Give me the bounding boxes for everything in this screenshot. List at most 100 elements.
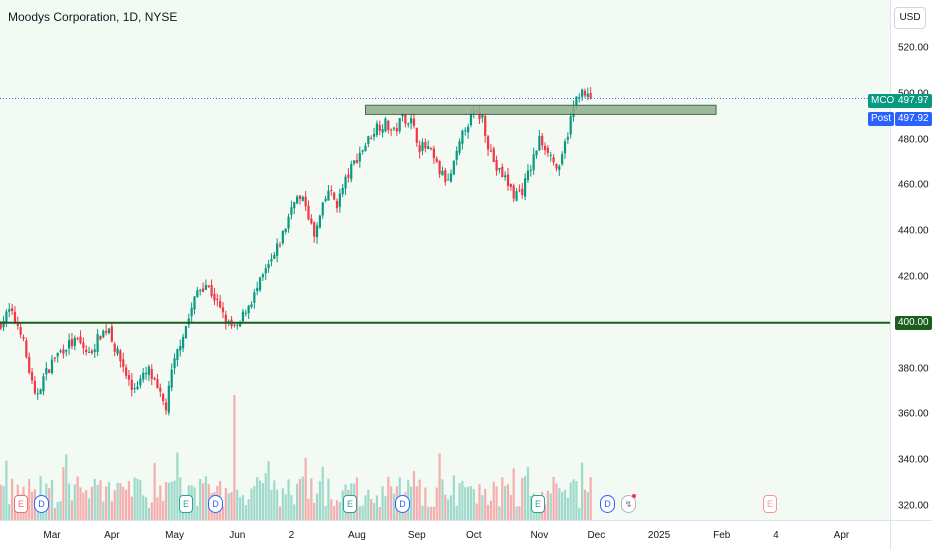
candle-body — [182, 336, 185, 349]
candle-body — [164, 402, 168, 411]
volume-bar — [569, 482, 572, 520]
candle-body — [324, 198, 327, 202]
candle-body — [56, 352, 59, 357]
volume-bar — [509, 494, 512, 520]
candle-body — [196, 290, 199, 298]
candle-body — [281, 230, 284, 244]
x-tick-label: 2 — [288, 530, 295, 541]
candle-body — [256, 287, 259, 292]
candle-body — [48, 369, 51, 374]
volume-bar — [142, 495, 145, 520]
volume-bar — [139, 480, 142, 520]
candle-body — [387, 120, 390, 131]
candle-body — [575, 96, 578, 105]
volume-bar — [492, 481, 495, 520]
volume-bar — [224, 487, 227, 520]
volume-bar — [247, 499, 250, 520]
candle-body — [96, 334, 99, 352]
candle-body — [267, 264, 270, 269]
volume-bar — [575, 481, 578, 520]
candle-body — [358, 152, 361, 162]
volume-bar — [449, 495, 453, 520]
candle-body — [375, 123, 378, 136]
volume-bar — [122, 486, 125, 520]
candle-body — [395, 128, 398, 132]
volume-bar — [230, 492, 233, 520]
candle-body — [201, 288, 205, 292]
candle-body — [526, 170, 530, 181]
candle-body — [70, 339, 74, 347]
volume-bar — [372, 502, 376, 520]
candle-body — [438, 160, 441, 175]
candle-body — [318, 215, 321, 228]
candle-body — [253, 292, 256, 303]
x-tick-label: Apr — [833, 530, 850, 541]
candle-body — [509, 184, 512, 187]
ex-dividend-icon[interactable]: E — [343, 495, 357, 513]
volume-bar — [589, 477, 592, 520]
dividend-icon[interactable]: D — [34, 495, 49, 513]
candle-body — [364, 145, 367, 152]
volume-bar — [227, 493, 230, 520]
candle-body — [315, 225, 319, 238]
candle-body — [62, 349, 65, 354]
volume-bar — [201, 483, 205, 520]
candle-body — [173, 358, 176, 369]
candle-body — [150, 368, 153, 379]
volume-bar — [162, 500, 165, 520]
volume-bar — [324, 505, 327, 520]
candle-body — [45, 368, 48, 375]
candle-body — [469, 113, 473, 126]
candle-body — [136, 386, 139, 390]
currency-button[interactable]: USD — [894, 7, 926, 29]
candle-body — [361, 150, 364, 152]
candle-body — [116, 348, 119, 354]
earnings-icon[interactable]: E — [763, 495, 777, 513]
split-icon[interactable]: ↯ — [621, 495, 636, 513]
volume-bar — [2, 486, 5, 520]
candle-body — [310, 218, 313, 224]
candle-body — [36, 393, 39, 395]
volume-bar — [367, 489, 370, 520]
candle-body — [390, 129, 393, 131]
volume-bar — [105, 486, 108, 520]
candle-body — [113, 343, 116, 352]
candle-body — [236, 324, 239, 326]
candle-body — [521, 188, 524, 196]
dividend-icon[interactable]: D — [208, 495, 223, 513]
x-tick-label: 4 — [773, 530, 779, 541]
volume-bar — [518, 506, 521, 520]
candle-body — [410, 118, 413, 124]
volume-bar — [93, 478, 96, 520]
volume-bar — [68, 483, 71, 520]
candle-body — [284, 228, 287, 232]
volume-bar — [486, 504, 490, 520]
volume-bar — [50, 479, 54, 520]
candle-body — [219, 300, 222, 308]
volume-bar — [270, 489, 273, 520]
volume-bar — [341, 490, 344, 520]
candle-body — [270, 259, 273, 262]
candle-body — [273, 254, 276, 259]
dividend-icon[interactable]: D — [600, 495, 615, 513]
ex-dividend-icon[interactable]: E — [531, 495, 545, 513]
ex-dividend-icon[interactable]: E — [179, 495, 193, 513]
volume-bar — [524, 476, 527, 520]
candle-body — [461, 130, 464, 144]
volume-bar — [258, 480, 262, 520]
candle-body — [276, 243, 279, 256]
volume-bar — [529, 496, 532, 520]
earnings-icon[interactable]: E — [14, 495, 28, 513]
volume-bar — [96, 484, 99, 520]
candle-body — [144, 372, 148, 375]
volume-bar — [156, 497, 159, 520]
candle-body — [432, 148, 435, 159]
candle-body — [167, 385, 170, 413]
candle-body — [247, 305, 250, 314]
dividend-icon[interactable]: D — [395, 495, 410, 513]
volume-bar — [327, 478, 330, 520]
volume-bar — [318, 481, 321, 520]
candle-body — [464, 130, 467, 132]
